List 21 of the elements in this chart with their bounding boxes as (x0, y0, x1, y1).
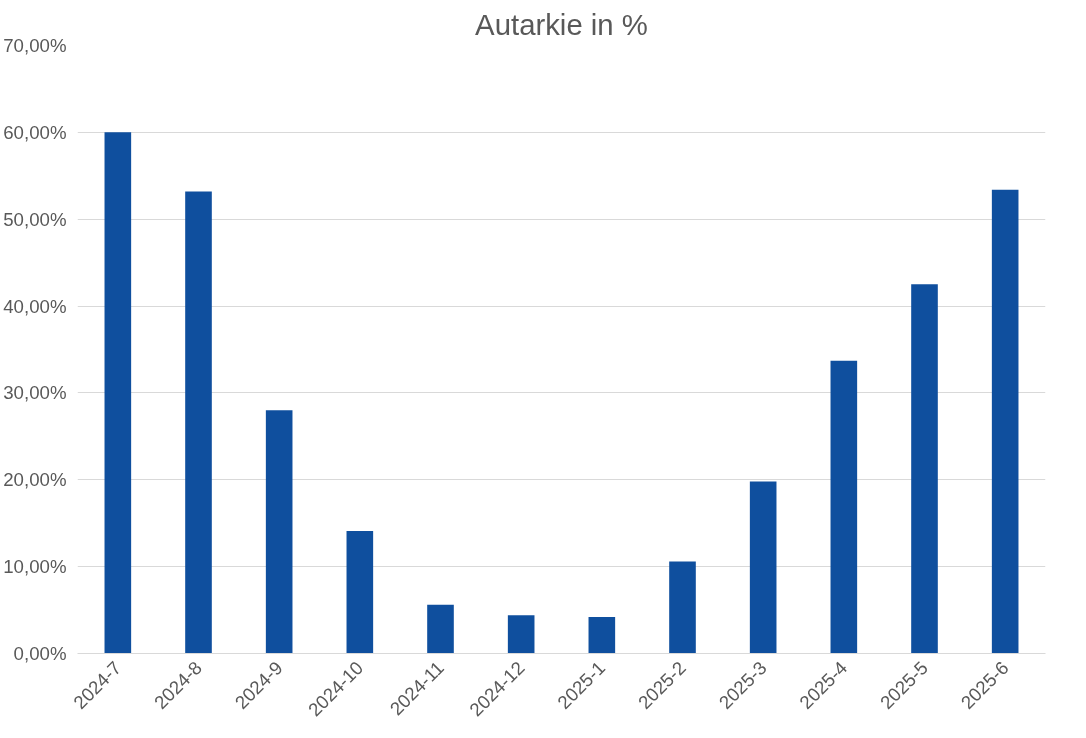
y-tick-label: 70,00% (3, 35, 67, 56)
y-tick-label: 60,00% (3, 121, 67, 143)
bar (104, 132, 132, 654)
bar (911, 284, 938, 654)
y-tick-label: 0,00% (13, 643, 67, 664)
bar (346, 531, 374, 654)
bar (427, 604, 454, 654)
bar (749, 481, 777, 654)
bar (991, 189, 1019, 654)
chart-title: Autarkie in % (475, 7, 648, 41)
y-tick-label: 30,00% (3, 382, 67, 404)
bar (265, 410, 293, 654)
y-tick-label: 10,00% (3, 556, 67, 578)
bar (830, 360, 858, 654)
bar (507, 615, 535, 654)
bar (185, 191, 212, 654)
y-tick-label: 20,00% (3, 469, 67, 491)
bar (588, 617, 616, 654)
y-tick-label: 50,00% (3, 208, 67, 230)
bar (669, 561, 696, 654)
y-tick-label: 40,00% (3, 295, 67, 317)
